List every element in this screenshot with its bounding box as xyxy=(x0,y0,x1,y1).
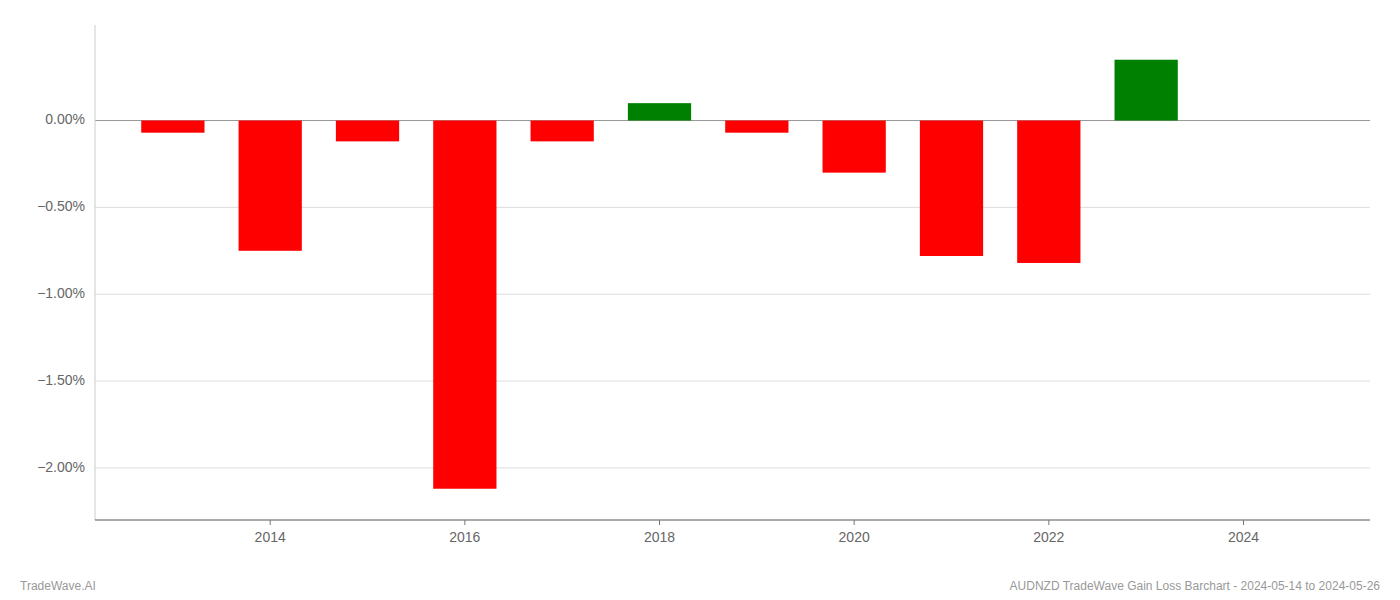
bar xyxy=(336,121,399,142)
x-tick-label: 2024 xyxy=(1228,529,1259,545)
x-tick xyxy=(1243,520,1244,525)
bar xyxy=(531,121,594,142)
x-axis-line xyxy=(95,520,1370,521)
y-tick-label: −0.50% xyxy=(37,198,85,214)
bar xyxy=(239,121,302,251)
y-tick-label: 0.00% xyxy=(45,111,85,127)
bar xyxy=(1017,121,1080,263)
bars xyxy=(141,60,1178,489)
y-tick-label: −1.00% xyxy=(37,285,85,301)
y-grid xyxy=(95,121,1370,468)
y-tick-label: −1.50% xyxy=(37,372,85,388)
y-tick-labels: 0.00% −0.50% −1.00% −1.50% −2.00% xyxy=(37,111,85,474)
footer-right: AUDNZD TradeWave Gain Loss Barchart - 20… xyxy=(1010,579,1381,593)
grid-line xyxy=(95,381,1370,382)
x-tick-label: 2014 xyxy=(255,529,286,545)
bar xyxy=(628,103,691,120)
chart: 0.00%−0.50%−1.00%−1.50%−2.00%20142016201… xyxy=(0,0,1400,600)
bar xyxy=(920,121,983,256)
grid-line xyxy=(95,467,1370,468)
bar xyxy=(725,121,788,133)
x-tick-label: 2016 xyxy=(449,529,480,545)
x-tick xyxy=(659,520,660,525)
bar xyxy=(433,121,496,489)
footer-left: TradeWave.AI xyxy=(20,579,96,593)
bar xyxy=(823,121,886,173)
y-tick-label: −2.00% xyxy=(37,459,85,475)
x-tick xyxy=(464,520,465,525)
x-tick xyxy=(270,520,271,525)
x-tick-label: 2020 xyxy=(839,529,870,545)
x-tick-label: 2022 xyxy=(1033,529,1064,545)
x-ticks: 2014 2016 2018 2020 2022 2024 xyxy=(255,520,1260,545)
x-tick-label: 2018 xyxy=(644,529,675,545)
bar xyxy=(141,121,204,133)
x-tick xyxy=(1048,520,1049,525)
x-tick xyxy=(854,520,855,525)
bar xyxy=(1115,60,1178,121)
grid-line xyxy=(95,294,1370,295)
y-axis-line xyxy=(95,25,96,520)
